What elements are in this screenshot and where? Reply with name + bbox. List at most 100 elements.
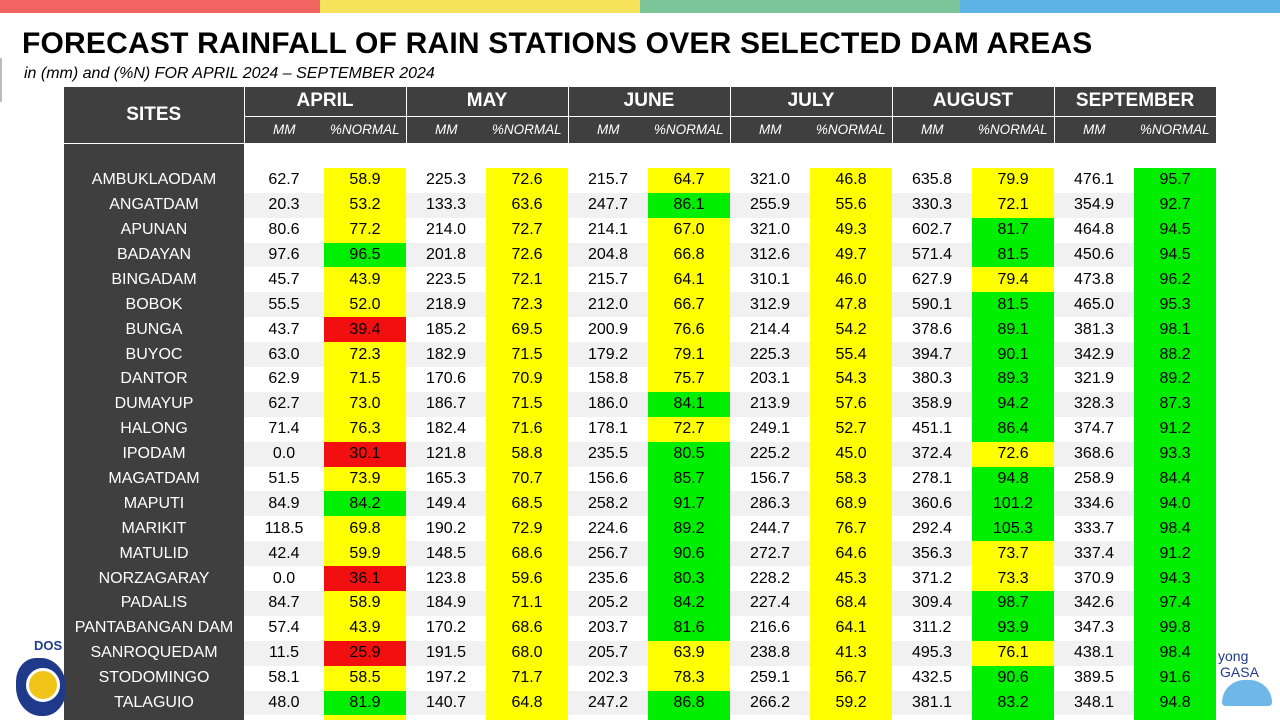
pct-normal-header: %NORMAL	[1134, 116, 1217, 143]
mm-value-cell: 225.2	[730, 441, 811, 467]
mm-value-cell: 312.4	[1054, 715, 1135, 720]
mm-value-cell: 149.4	[406, 491, 486, 517]
pct-normal-cell: 93.3	[1134, 441, 1217, 467]
pct-normal-cell: 55.4	[810, 342, 893, 368]
mm-value-cell: 258.9	[1054, 466, 1135, 492]
mm-value-cell: 186.7	[406, 391, 486, 417]
pct-normal-header: %NORMAL	[972, 116, 1055, 143]
mm-value-cell: 184.9	[406, 591, 486, 616]
pct-normal-cell: 84.2	[648, 591, 731, 616]
pct-normal-cell: 58.8	[486, 441, 569, 467]
mm-value-cell: 342.9	[1054, 342, 1135, 368]
pct-normal-cell: 71.1	[486, 591, 569, 616]
spacer-cell	[406, 143, 486, 168]
table-row: MATULID 42.4 59.9 148.5 68.6 256.7 90.6 272.7 64…	[64, 541, 1217, 567]
mm-value-cell: 58.1	[244, 665, 324, 691]
pct-normal-cell: 94.8	[972, 466, 1055, 492]
table-row: HALONG 71.4 76.3 182.4 71.6 178.1 72.7 249.1 52.…	[64, 416, 1217, 442]
mm-value-cell: 223.5	[406, 267, 486, 293]
pct-normal-cell: 68.9	[810, 491, 893, 517]
mm-value-cell: 215.7	[568, 267, 649, 293]
pct-normal-cell: 52.0	[324, 292, 406, 318]
agency-logo-left: DOS	[14, 638, 66, 718]
top-color-bar	[0, 0, 1280, 13]
mm-value-cell: 156.7	[730, 466, 811, 492]
agency-logo-text: DOS	[34, 638, 63, 653]
table-row: UMIRAY70.357.0151.569.1269.897.1292.276.…	[64, 715, 1217, 720]
pct-normal-header: %NORMAL	[486, 116, 569, 143]
pct-normal-header: %NORMAL	[324, 116, 407, 143]
mm-value-cell: 202.3	[568, 665, 649, 691]
mm-value-cell: 182.4	[406, 416, 486, 442]
pct-normal-cell: 71.5	[486, 342, 569, 368]
mm-value-cell: 358.9	[892, 391, 973, 417]
site-name-cell: SANROQUEDAM	[64, 640, 244, 666]
logo-seal-icon	[26, 668, 60, 702]
pct-normal-cell: 72.7	[486, 217, 569, 243]
mm-value-cell: 354.9	[1054, 192, 1135, 218]
mm-value-cell: 156.6	[568, 466, 649, 492]
month-header-row: SITES APRIL MAY JUNE JULY AUGUST SEPTEMB…	[64, 87, 1217, 144]
pct-normal-cell: 66.8	[648, 242, 731, 268]
pct-normal-cell: 97.4	[1134, 591, 1217, 616]
table-row: PANTABANGAN DAM 57.4 43.9 170.2 68.6 203.7 81.…	[64, 615, 1217, 641]
pct-normal-header: %NORMAL	[810, 116, 893, 143]
pct-normal-cell: 81.5	[972, 292, 1055, 318]
pct-normal-cell: 49.3	[810, 217, 893, 243]
pct-normal-cell: 76.1	[972, 640, 1055, 666]
spacer-cell	[730, 143, 811, 168]
month-header-april: APRIL	[244, 87, 407, 117]
pct-normal-cell: 71.7	[486, 665, 569, 691]
pct-normal-cell: 72.3	[486, 292, 569, 318]
pct-normal-cell: 63.9	[648, 640, 731, 666]
mm-value-cell: 191.5	[406, 640, 486, 666]
mm-value-cell: 310.1	[730, 267, 811, 293]
table-row: ANGATDAM 20.3 53.2 133.3 63.6 247.7 86.1 255.9 5…	[64, 192, 1217, 218]
mm-value-cell: 360.6	[892, 491, 973, 517]
pct-normal-cell: 52.7	[810, 416, 893, 442]
mm-value-cell: 432.5	[892, 665, 973, 691]
mm-value-cell: 368.6	[1054, 441, 1135, 467]
pct-normal-cell: 72.9	[486, 516, 569, 542]
table-body: AMBUKLAODAM 62.7 58.9 225.3 72.6 215.7 64.7 321…	[64, 143, 1217, 720]
mm-value-cell: 312.9	[730, 292, 811, 318]
table-row: TALAGUIO 48.0 81.9 140.7 64.8 247.2 86.8 266.2 5…	[64, 690, 1217, 716]
pct-normal-cell: 76.3	[324, 416, 406, 442]
mm-value-cell: 356.3	[892, 541, 973, 567]
pct-normal-cell: 70.9	[486, 367, 569, 392]
mm-value-cell: 118.5	[244, 516, 324, 542]
mm-value-cell: 278.1	[892, 466, 973, 492]
mm-value-cell: 571.4	[892, 242, 973, 268]
mm-value-cell: 451.1	[892, 416, 973, 442]
pct-normal-cell: 90.1	[972, 342, 1055, 368]
site-name-cell: DANTOR	[64, 367, 244, 392]
pct-normal-cell: 47.8	[810, 292, 893, 318]
mm-value-cell: 0.0	[244, 566, 324, 592]
pct-normal-cell: 84.1	[648, 391, 731, 417]
mm-value-cell: 205.7	[568, 640, 649, 666]
pct-normal-cell: 69.8	[324, 516, 406, 542]
spacer-cell	[64, 143, 244, 168]
spacer-cell	[648, 143, 731, 168]
mm-value-cell: 197.2	[406, 665, 486, 691]
table-row: SANROQUEDAM 11.5 25.9 191.5 68.0 205.7 63.9 238…	[64, 640, 1217, 666]
mm-value-cell: 190.2	[406, 516, 486, 542]
pct-normal-cell: 53.2	[324, 192, 406, 218]
program-logo-text-2: GASA	[1220, 664, 1259, 680]
spacer-cell	[324, 143, 406, 168]
mm-value-cell: 378.6	[892, 317, 973, 343]
site-name-cell: BUYOC	[64, 342, 244, 368]
pct-normal-cell: 68.6	[486, 541, 569, 567]
mm-value-cell: 235.6	[568, 566, 649, 592]
mm-value-cell: 140.7	[406, 690, 486, 716]
pct-normal-cell: 73.3	[972, 566, 1055, 592]
pct-normal-cell: 78.3	[648, 665, 731, 691]
pct-normal-cell: 80.3	[648, 566, 731, 592]
pct-normal-cell: 99.8	[1134, 615, 1217, 641]
spacer-cell	[244, 143, 324, 168]
pct-normal-cell: 90.6	[648, 541, 731, 567]
pct-normal-cell: 83.2	[972, 690, 1055, 716]
pct-normal-cell: 66.7	[648, 292, 731, 318]
site-name-cell: PADALIS	[64, 591, 244, 616]
pct-normal-cell: 68.5	[486, 491, 569, 517]
